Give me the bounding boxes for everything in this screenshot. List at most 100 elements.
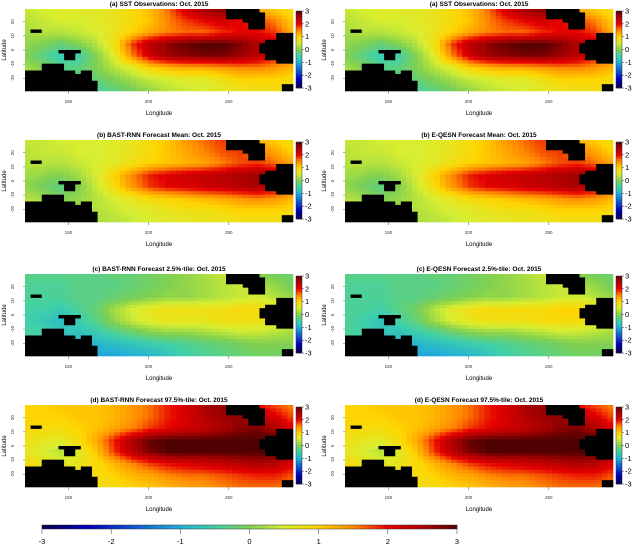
heatmap-cell xyxy=(80,60,87,64)
land-cell xyxy=(47,198,54,202)
heatmap-cell xyxy=(119,29,126,34)
heatmap-cell xyxy=(164,26,171,30)
heatmap-cell xyxy=(495,153,502,158)
heatmap-cell xyxy=(546,80,552,85)
land-cell xyxy=(52,84,59,88)
heatmap-cell xyxy=(451,150,457,154)
heatmap-cell xyxy=(540,215,547,219)
land-cell xyxy=(75,84,82,88)
land-cell xyxy=(384,56,390,61)
heatmap-cell xyxy=(546,56,552,61)
heatmap-cell xyxy=(406,63,413,68)
heatmap-cell xyxy=(181,187,188,192)
heatmap-cell xyxy=(456,187,463,192)
heatmap-cell xyxy=(226,26,232,30)
heatmap-cell xyxy=(153,63,160,68)
heatmap-cell xyxy=(97,43,104,47)
heatmap-cell xyxy=(590,218,597,223)
heatmap-cell xyxy=(596,19,603,23)
heatmap-cell xyxy=(428,67,435,71)
heatmap-cell xyxy=(214,184,221,189)
heatmap-cell xyxy=(192,146,199,151)
land-cell xyxy=(281,36,288,41)
heatmap-cell xyxy=(568,53,575,58)
heatmap-cell xyxy=(209,194,216,199)
heatmap-cell xyxy=(523,53,530,58)
heatmap-cell xyxy=(523,67,530,71)
heatmap-cell xyxy=(75,146,82,151)
heatmap-cell xyxy=(434,50,441,54)
land-cell xyxy=(69,181,76,185)
heatmap-cell xyxy=(534,15,541,20)
heatmap-cell xyxy=(276,67,283,71)
land-cell xyxy=(367,84,374,88)
heatmap-cell xyxy=(36,67,43,71)
heatmap-cell xyxy=(147,215,154,219)
heatmap-cell xyxy=(534,143,541,148)
heatmap-cell xyxy=(395,143,402,148)
heatmap-cell xyxy=(423,50,430,54)
heatmap-cell xyxy=(467,204,474,209)
heatmap-cell xyxy=(214,15,221,20)
heatmap-cell xyxy=(220,184,227,189)
heatmap-cell xyxy=(170,150,177,154)
heatmap-cell xyxy=(136,274,143,278)
heatmap-cell xyxy=(41,167,48,172)
heatmap-cell xyxy=(108,277,115,282)
heatmap-cell xyxy=(557,87,564,92)
land-cell xyxy=(253,274,260,278)
heatmap-cell xyxy=(534,50,541,54)
heatmap-cell xyxy=(181,211,188,216)
heatmap-cell xyxy=(226,80,232,85)
land-cell xyxy=(25,218,31,223)
heatmap-cell xyxy=(192,277,199,282)
heatmap-cell xyxy=(439,177,446,182)
heatmap-cell xyxy=(209,77,216,82)
heatmap-cell xyxy=(259,194,266,199)
heatmap-cell xyxy=(573,201,580,206)
heatmap-cell xyxy=(64,153,70,158)
heatmap-cell xyxy=(231,19,238,23)
heatmap-cell xyxy=(579,53,586,58)
heatmap-cell xyxy=(367,43,374,47)
heatmap-cell xyxy=(281,160,288,165)
heatmap-cell xyxy=(270,204,277,209)
heatmap-cell xyxy=(253,163,260,168)
land-cell xyxy=(64,56,70,61)
heatmap-cell xyxy=(147,73,154,78)
heatmap-cell xyxy=(209,157,216,161)
heatmap-cell xyxy=(389,22,396,27)
heatmap-cell xyxy=(86,198,93,202)
heatmap-cell xyxy=(114,140,121,144)
heatmap-cell xyxy=(356,177,363,182)
heatmap-cell xyxy=(159,12,165,17)
x-tick-label: 200 xyxy=(145,99,153,104)
land-cell xyxy=(86,218,93,223)
heatmap-cell xyxy=(345,187,351,192)
heatmap-cell xyxy=(214,277,221,282)
heatmap-cell xyxy=(512,80,519,85)
heatmap-cell xyxy=(198,140,204,144)
land-cell xyxy=(270,174,277,178)
heatmap-cell xyxy=(231,160,238,165)
heatmap-cell xyxy=(384,170,390,175)
heatmap-cell xyxy=(501,215,508,219)
heatmap-cell xyxy=(270,15,277,20)
land-cell xyxy=(25,77,31,82)
land-cell xyxy=(601,187,608,192)
land-cell xyxy=(281,46,288,51)
heatmap-cell xyxy=(25,174,31,178)
heatmap-cell xyxy=(428,187,435,192)
heatmap-cell xyxy=(198,67,204,71)
land-cell xyxy=(361,204,368,209)
land-cell xyxy=(607,60,614,64)
heatmap-cell xyxy=(557,174,564,178)
heatmap-cell xyxy=(501,167,508,172)
heatmap-cell xyxy=(136,63,143,68)
heatmap-cell xyxy=(153,174,160,178)
heatmap-cell xyxy=(462,177,469,182)
heatmap-cell xyxy=(384,167,390,172)
heatmap-cell xyxy=(226,43,232,47)
heatmap-cell xyxy=(361,60,368,64)
colorbar-tick-label: 3 xyxy=(625,7,629,16)
